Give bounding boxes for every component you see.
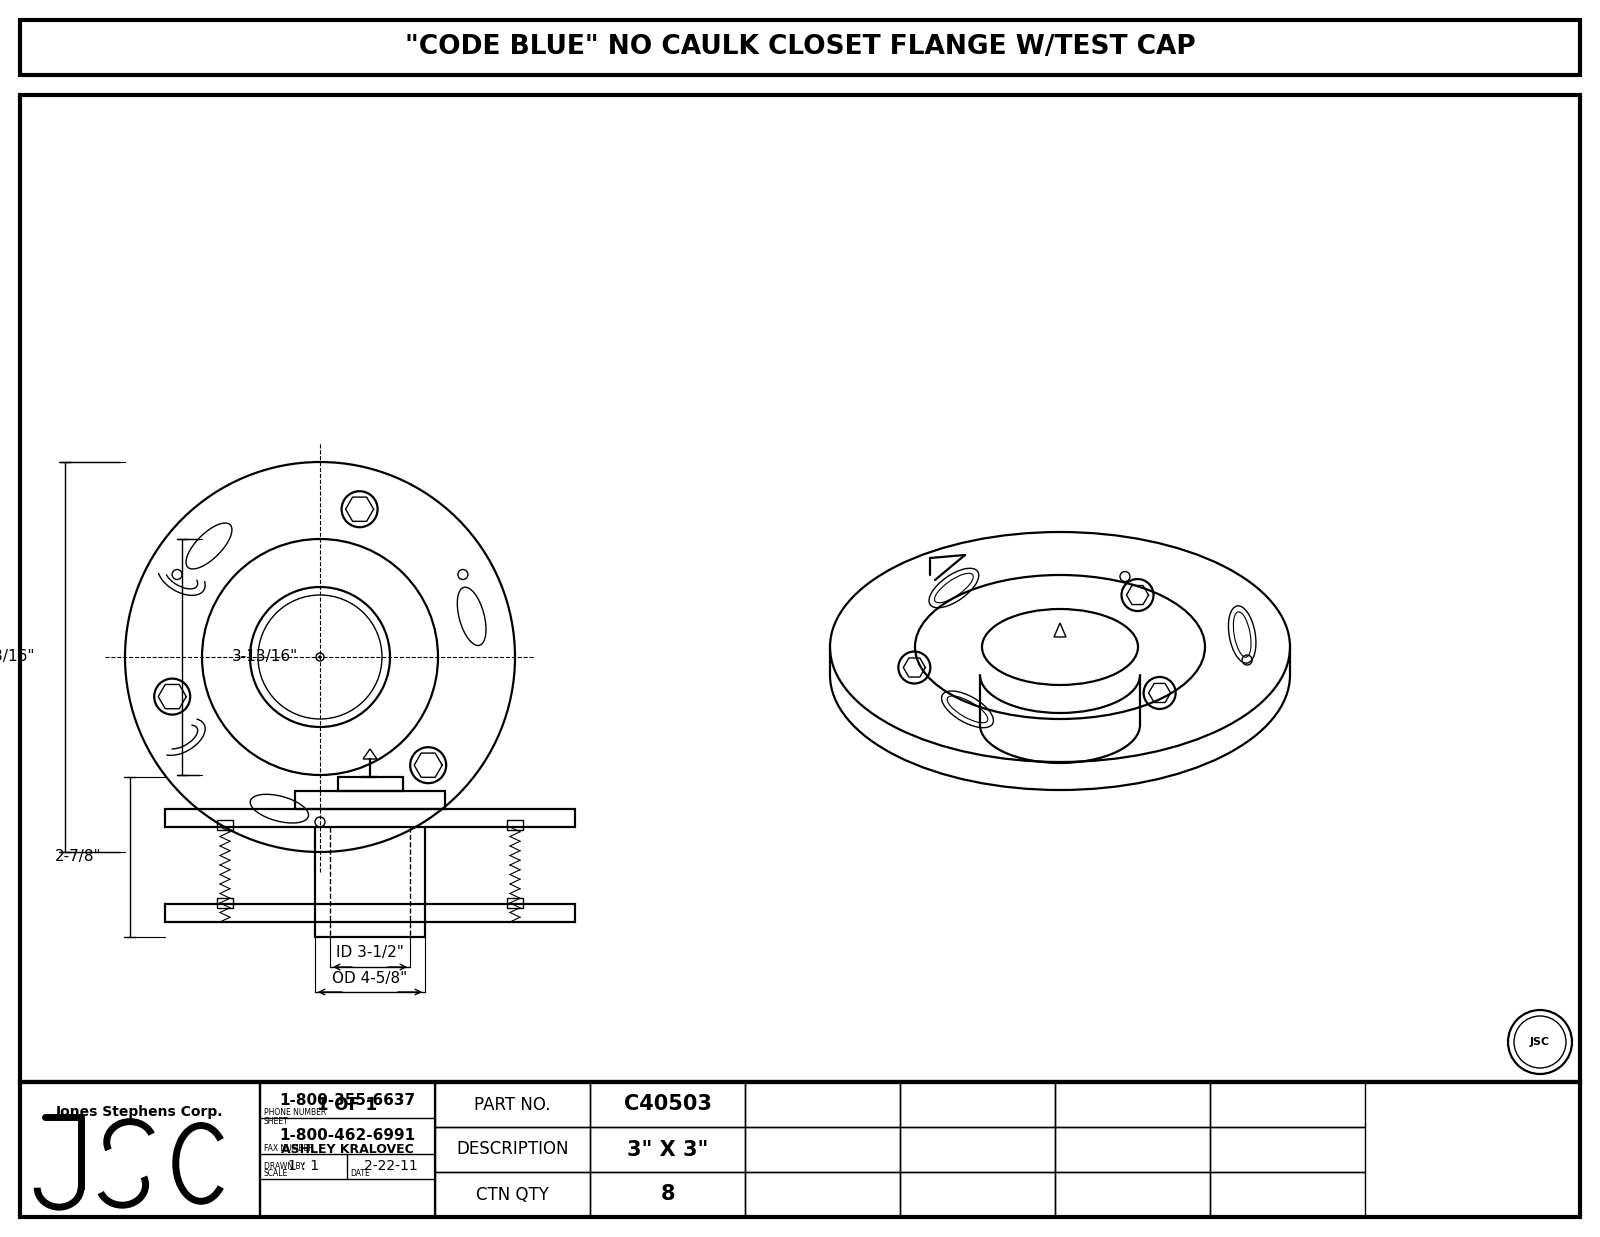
Bar bbox=[19, 1082, 259, 1217]
Text: 1-800-355-6637: 1-800-355-6637 bbox=[280, 1092, 416, 1107]
Text: FAX NUMBER: FAX NUMBER bbox=[264, 1143, 314, 1153]
Text: DRAWN BY: DRAWN BY bbox=[264, 1162, 306, 1171]
Text: 1 OF 1: 1 OF 1 bbox=[317, 1096, 378, 1113]
Bar bbox=[218, 898, 234, 908]
Text: 3-13/16": 3-13/16" bbox=[232, 649, 298, 664]
Text: 1-800-462-6991: 1-800-462-6991 bbox=[280, 1128, 416, 1143]
Text: Jones Stephens Corp.: Jones Stephens Corp. bbox=[56, 1105, 224, 1118]
Bar bbox=[218, 820, 234, 830]
Bar bbox=[1210, 1127, 1365, 1171]
Bar bbox=[1210, 1082, 1365, 1127]
Text: OD 4-5/8": OD 4-5/8" bbox=[333, 971, 408, 986]
Bar bbox=[746, 1171, 899, 1217]
Bar bbox=[435, 1171, 590, 1217]
Text: DESCRIPTION: DESCRIPTION bbox=[456, 1141, 568, 1159]
Text: 1 : 1: 1 : 1 bbox=[288, 1159, 320, 1174]
Bar bbox=[746, 1082, 899, 1127]
Bar bbox=[899, 1082, 1054, 1127]
Bar bbox=[338, 777, 403, 790]
Text: C40503: C40503 bbox=[624, 1095, 712, 1115]
Text: JSC: JSC bbox=[1530, 1037, 1550, 1047]
Text: CTN QTY: CTN QTY bbox=[477, 1185, 549, 1204]
Bar bbox=[435, 1082, 590, 1127]
Bar bbox=[507, 898, 523, 908]
Bar bbox=[746, 1127, 899, 1171]
Text: ASHLEY KRALOVEC: ASHLEY KRALOVEC bbox=[282, 1143, 414, 1157]
Text: PART NO.: PART NO. bbox=[474, 1096, 550, 1113]
Text: 2-22-11: 2-22-11 bbox=[365, 1159, 418, 1174]
Bar bbox=[590, 1171, 746, 1217]
Text: DATE: DATE bbox=[350, 1169, 370, 1178]
Bar bbox=[259, 1082, 435, 1217]
Text: "CODE BLUE" NO CAULK CLOSET FLANGE W/TEST CAP: "CODE BLUE" NO CAULK CLOSET FLANGE W/TES… bbox=[405, 35, 1195, 61]
Bar bbox=[19, 1082, 1581, 1217]
Bar bbox=[165, 809, 574, 828]
Bar bbox=[19, 20, 1581, 75]
Text: 2-7/8": 2-7/8" bbox=[56, 850, 102, 865]
Text: 3" X 3": 3" X 3" bbox=[627, 1139, 709, 1159]
Text: PHONE NUMBER: PHONE NUMBER bbox=[264, 1108, 326, 1117]
Bar bbox=[1054, 1171, 1210, 1217]
Bar bbox=[899, 1127, 1054, 1171]
Text: SHEET: SHEET bbox=[264, 1117, 288, 1126]
Text: 7-3/16": 7-3/16" bbox=[0, 649, 35, 664]
Bar bbox=[294, 790, 445, 809]
Bar bbox=[1054, 1082, 1210, 1127]
Bar bbox=[435, 1127, 590, 1171]
Bar bbox=[899, 1171, 1054, 1217]
Bar bbox=[590, 1127, 746, 1171]
Bar bbox=[590, 1082, 746, 1127]
Text: 8: 8 bbox=[661, 1185, 675, 1205]
Bar bbox=[19, 95, 1581, 1082]
Circle shape bbox=[318, 656, 322, 658]
Bar bbox=[507, 820, 523, 830]
Bar bbox=[165, 904, 574, 922]
Bar bbox=[1054, 1127, 1210, 1171]
Text: ID 3-1/2": ID 3-1/2" bbox=[336, 945, 403, 960]
Bar bbox=[1210, 1171, 1365, 1217]
Text: SCALE: SCALE bbox=[264, 1169, 288, 1178]
